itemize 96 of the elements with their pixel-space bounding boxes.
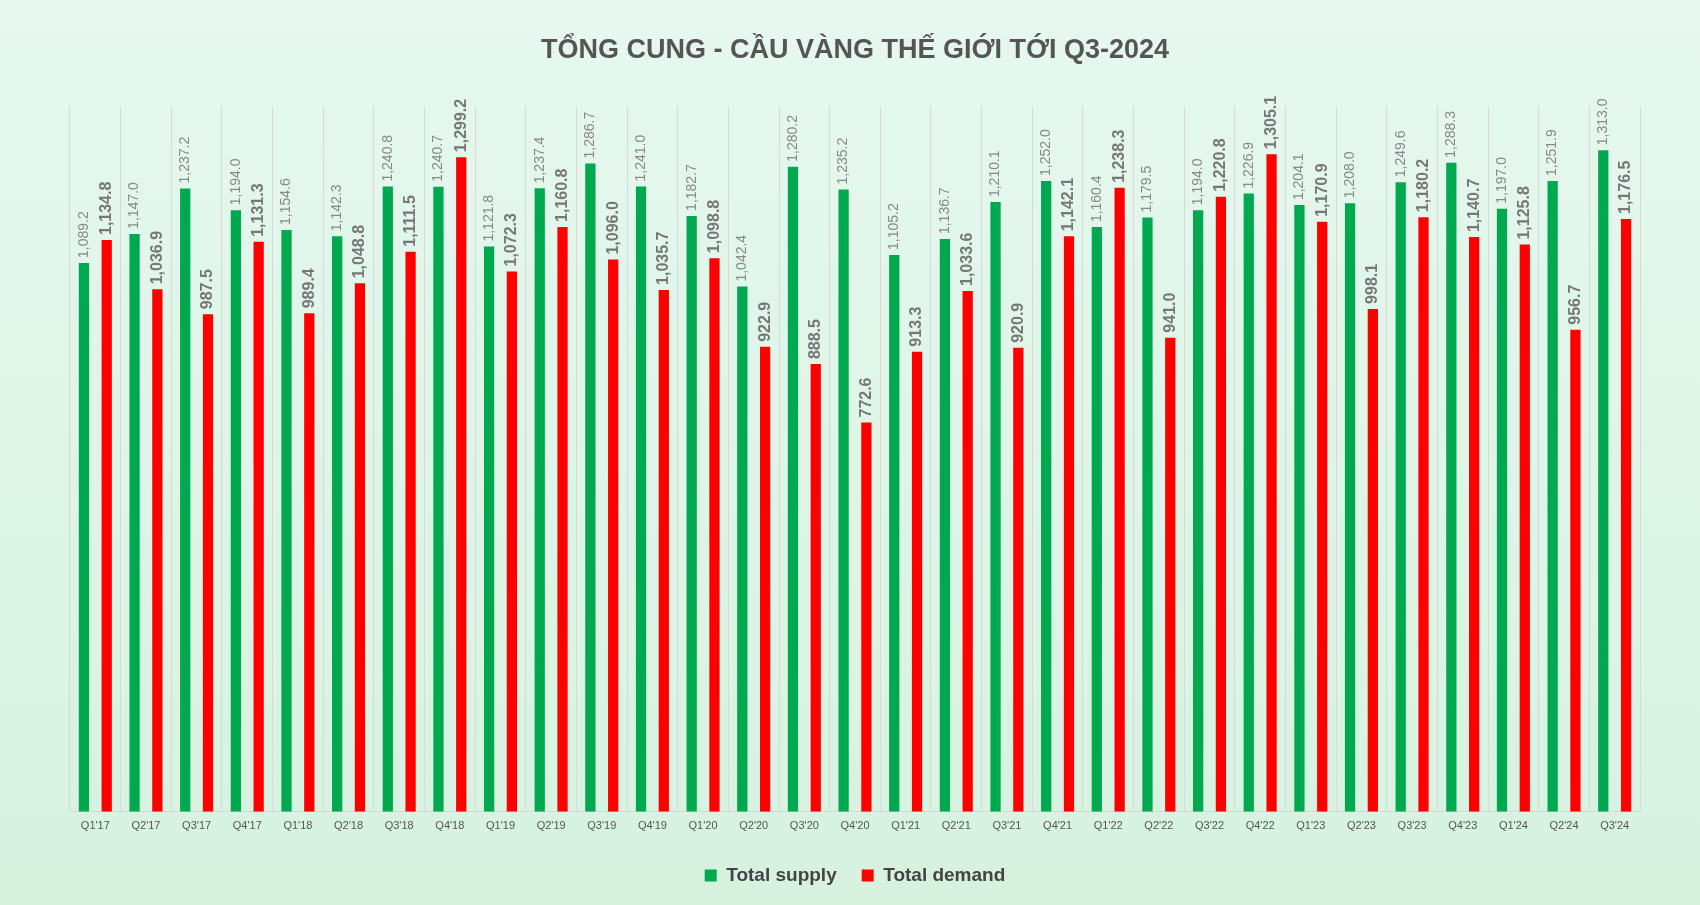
x-tick-label: Q4'20: [840, 819, 870, 832]
data-label: 1,176.5: [1616, 160, 1634, 215]
data-label: 987.5: [198, 269, 216, 310]
data-label: 1,098.8: [704, 199, 722, 254]
x-tick-label: Q3'23: [1397, 819, 1427, 832]
data-label: 1,036.9: [147, 230, 165, 285]
data-label: 1,313.0: [1594, 98, 1611, 146]
x-tick-label: Q2'22: [1144, 819, 1174, 832]
x-tick-label: Q3'19: [587, 819, 617, 832]
x-tick-label: Q2'20: [739, 819, 769, 832]
data-label: 1,305.1: [1261, 95, 1279, 150]
x-tick-label: Q3'20: [789, 819, 819, 832]
x-tick-label: Q1'23: [1296, 819, 1326, 832]
data-label: 1,160.4: [1087, 175, 1104, 223]
data-label: 1,154.6: [277, 178, 294, 226]
data-label: 1,182.7: [682, 163, 699, 211]
x-tick-label: Q3'18: [384, 819, 414, 832]
data-label: 1,240.7: [429, 134, 446, 182]
data-label: 1,147.0: [125, 181, 142, 229]
x-tick-label: Q4'21: [1043, 819, 1073, 832]
data-label: 1,251.9: [1543, 129, 1560, 177]
x-tick-label: Q4'23: [1448, 819, 1478, 832]
data-label: 1,280.2: [783, 114, 800, 162]
data-label: 1,142.1: [1059, 177, 1077, 232]
data-label: 1,048.8: [350, 224, 368, 279]
x-tick-label: Q2'18: [334, 819, 364, 832]
data-label: 1,111.5: [400, 195, 418, 247]
x-tick-label: Q1'22: [1093, 819, 1123, 832]
data-label: 941.0: [1160, 292, 1178, 333]
data-label: 772.6: [856, 377, 874, 418]
data-label: 1,121.8: [479, 194, 496, 242]
data-label: 1,241.0: [631, 134, 648, 182]
x-tick-label: Q1'17: [80, 819, 110, 832]
data-label: 1,286.7: [581, 111, 598, 159]
x-tick-label: Q1'20: [688, 819, 718, 832]
legend-label: Total demand: [883, 863, 1006, 885]
data-label: 1,134.8: [97, 181, 115, 236]
data-label: 1,208.0: [1340, 151, 1357, 199]
data-label: 1,237.4: [530, 136, 547, 184]
data-label: 1,072.3: [502, 213, 520, 267]
data-label: 1,226.9: [1239, 141, 1256, 189]
data-label: 1,220.8: [1211, 138, 1229, 192]
data-label: 1,237.2: [176, 136, 193, 184]
x-tick-label: Q3'17: [182, 819, 212, 832]
data-label: 998.1: [1363, 263, 1381, 304]
data-label: 1,179.5: [1138, 165, 1155, 213]
data-label: 1,131.3: [249, 183, 267, 237]
data-label: 1,235.2: [834, 137, 851, 185]
x-tick-label: Q3'22: [1195, 819, 1225, 832]
x-tick-label: Q2'21: [941, 819, 971, 832]
data-label: 1,240.8: [378, 134, 395, 182]
x-tick-label: Q1'24: [1498, 819, 1528, 832]
data-label: 920.9: [1008, 302, 1026, 343]
data-label: 922.9: [755, 301, 773, 342]
data-label: 1,204.1: [1290, 153, 1307, 201]
data-label: 1,197.0: [1492, 156, 1509, 204]
x-tick-label: Q2'24: [1549, 819, 1579, 832]
data-label: 1,249.6: [1391, 130, 1408, 178]
x-tick-label: Q4'18: [435, 819, 465, 832]
data-label: 1,136.7: [935, 187, 952, 235]
x-tick-label: Q2'19: [536, 819, 566, 832]
x-tick-label: Q3'24: [1600, 819, 1630, 832]
data-label: 1,180.2: [1413, 158, 1431, 213]
x-tick-label: Q3'21: [992, 819, 1022, 832]
x-tick-label: Q4'22: [1245, 819, 1275, 832]
data-label: 1,194.0: [226, 158, 243, 206]
data-label: 1,125.8: [1515, 186, 1533, 240]
data-label: 1,288.3: [1442, 110, 1459, 158]
data-label: 1,096.0: [603, 201, 621, 255]
data-label: 1,238.3: [1110, 129, 1128, 183]
x-tick-label: Q2'23: [1346, 819, 1376, 832]
data-label: 888.5: [806, 318, 824, 360]
data-label: 956.7: [1565, 284, 1583, 325]
data-label: 1,033.6: [958, 232, 976, 287]
data-label: 1,035.7: [654, 231, 672, 285]
data-label: 1,210.1: [986, 150, 1003, 198]
chart-title: TỔNG CUNG - CẦU VÀNG THẾ GIỚI TỚI Q3-2024: [540, 32, 1170, 64]
data-label: 1,160.8: [552, 168, 570, 222]
data-label: 1,299.2: [451, 98, 469, 153]
data-label: 1,142.3: [328, 184, 345, 232]
data-label: 989.4: [299, 268, 317, 309]
x-tick-label: Q1'18: [283, 819, 313, 832]
data-label: 1,170.9: [1312, 163, 1330, 217]
data-label: 1,105.2: [885, 203, 902, 250]
data-label: 1,140.7: [1464, 178, 1482, 233]
legend-label: Total supply: [726, 863, 838, 885]
data-label: 913.3: [907, 306, 925, 347]
x-tick-label: Q2'17: [131, 819, 161, 832]
data-label: 1,042.4: [733, 234, 750, 282]
data-label: 1,194.0: [1188, 158, 1205, 206]
x-tick-label: Q1'21: [891, 819, 921, 832]
data-label: 1,089.2: [74, 211, 91, 258]
x-tick-label: Q4'17: [232, 819, 262, 832]
data-label: 1,252.0: [1037, 129, 1054, 176]
x-tick-label: Q4'19: [637, 819, 667, 832]
x-tick-label: Q1'19: [485, 819, 515, 832]
